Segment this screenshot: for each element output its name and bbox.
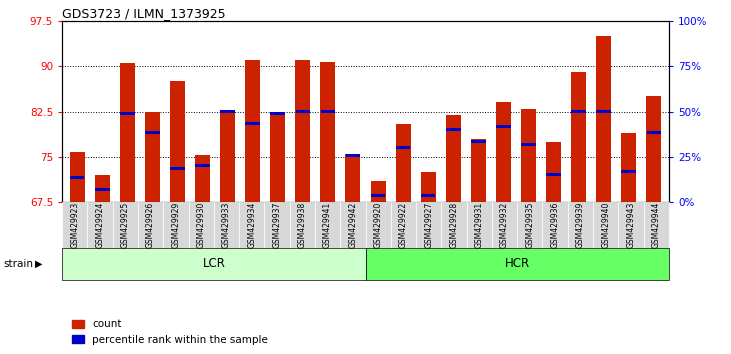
Bar: [521, 143, 536, 146]
Bar: [145, 112, 160, 202]
Bar: [295, 110, 310, 113]
Bar: [320, 62, 336, 202]
Bar: [95, 175, 110, 202]
Bar: [371, 181, 385, 202]
Bar: [270, 112, 285, 115]
Text: GSM429930: GSM429930: [197, 201, 205, 248]
Text: GSM429935: GSM429935: [526, 201, 534, 248]
Text: strain: strain: [4, 259, 34, 269]
Text: GSM429937: GSM429937: [273, 201, 281, 248]
Text: GSM429940: GSM429940: [601, 201, 610, 248]
Bar: [496, 125, 511, 128]
Bar: [246, 122, 260, 125]
Bar: [270, 112, 285, 202]
Bar: [395, 146, 410, 149]
Text: GSM429944: GSM429944: [652, 201, 661, 248]
Bar: [346, 154, 360, 157]
Bar: [120, 112, 135, 115]
Text: ▶: ▶: [35, 259, 42, 269]
Text: GSM429927: GSM429927: [424, 202, 433, 248]
Bar: [646, 97, 662, 202]
Bar: [621, 170, 636, 173]
Bar: [120, 63, 135, 202]
Text: GSM429926: GSM429926: [146, 202, 155, 248]
Text: GSM429934: GSM429934: [247, 201, 257, 248]
Bar: [95, 188, 110, 191]
Bar: [596, 36, 611, 202]
Bar: [621, 133, 636, 202]
Text: GSM429943: GSM429943: [626, 201, 635, 248]
Bar: [646, 131, 661, 134]
Bar: [195, 155, 210, 202]
Bar: [546, 142, 561, 202]
Text: GSM429941: GSM429941: [323, 202, 332, 248]
Bar: [245, 60, 260, 202]
Bar: [446, 115, 461, 202]
Text: GSM429923: GSM429923: [70, 202, 79, 248]
Bar: [145, 131, 159, 134]
Bar: [170, 81, 185, 202]
Bar: [371, 194, 385, 197]
Bar: [346, 154, 360, 202]
Bar: [220, 110, 235, 113]
Bar: [69, 152, 85, 202]
Bar: [395, 124, 411, 202]
Bar: [596, 110, 611, 113]
Legend: count, percentile rank within the sample: count, percentile rank within the sample: [67, 315, 273, 349]
Text: GSM429929: GSM429929: [171, 202, 181, 248]
Text: GSM429922: GSM429922: [399, 202, 408, 248]
Text: GSM429931: GSM429931: [474, 202, 484, 248]
Bar: [471, 139, 486, 202]
Bar: [571, 73, 586, 202]
Bar: [70, 176, 85, 179]
Text: HCR: HCR: [504, 257, 530, 270]
Text: GSM429920: GSM429920: [374, 202, 382, 248]
Bar: [521, 108, 536, 202]
Bar: [170, 167, 185, 170]
Bar: [321, 110, 335, 113]
Text: GDS3723 / ILMN_1373925: GDS3723 / ILMN_1373925: [62, 7, 226, 20]
Text: GSM429933: GSM429933: [222, 201, 231, 248]
Bar: [421, 194, 436, 197]
Bar: [471, 140, 485, 143]
Bar: [446, 128, 461, 131]
Bar: [195, 164, 210, 167]
Text: GSM429924: GSM429924: [96, 202, 105, 248]
Text: GSM429942: GSM429942: [349, 202, 357, 248]
Bar: [420, 172, 436, 202]
Bar: [220, 113, 235, 202]
Text: GSM429932: GSM429932: [500, 202, 509, 248]
Text: LCR: LCR: [202, 257, 225, 270]
Text: GSM429925: GSM429925: [121, 202, 130, 248]
Bar: [295, 60, 311, 202]
Text: GSM429936: GSM429936: [550, 201, 560, 248]
Text: GSM429939: GSM429939: [576, 201, 585, 248]
Text: GSM429928: GSM429928: [450, 202, 458, 248]
Bar: [496, 103, 511, 202]
Bar: [572, 110, 586, 113]
Text: GSM429938: GSM429938: [298, 202, 307, 248]
Bar: [546, 173, 561, 176]
